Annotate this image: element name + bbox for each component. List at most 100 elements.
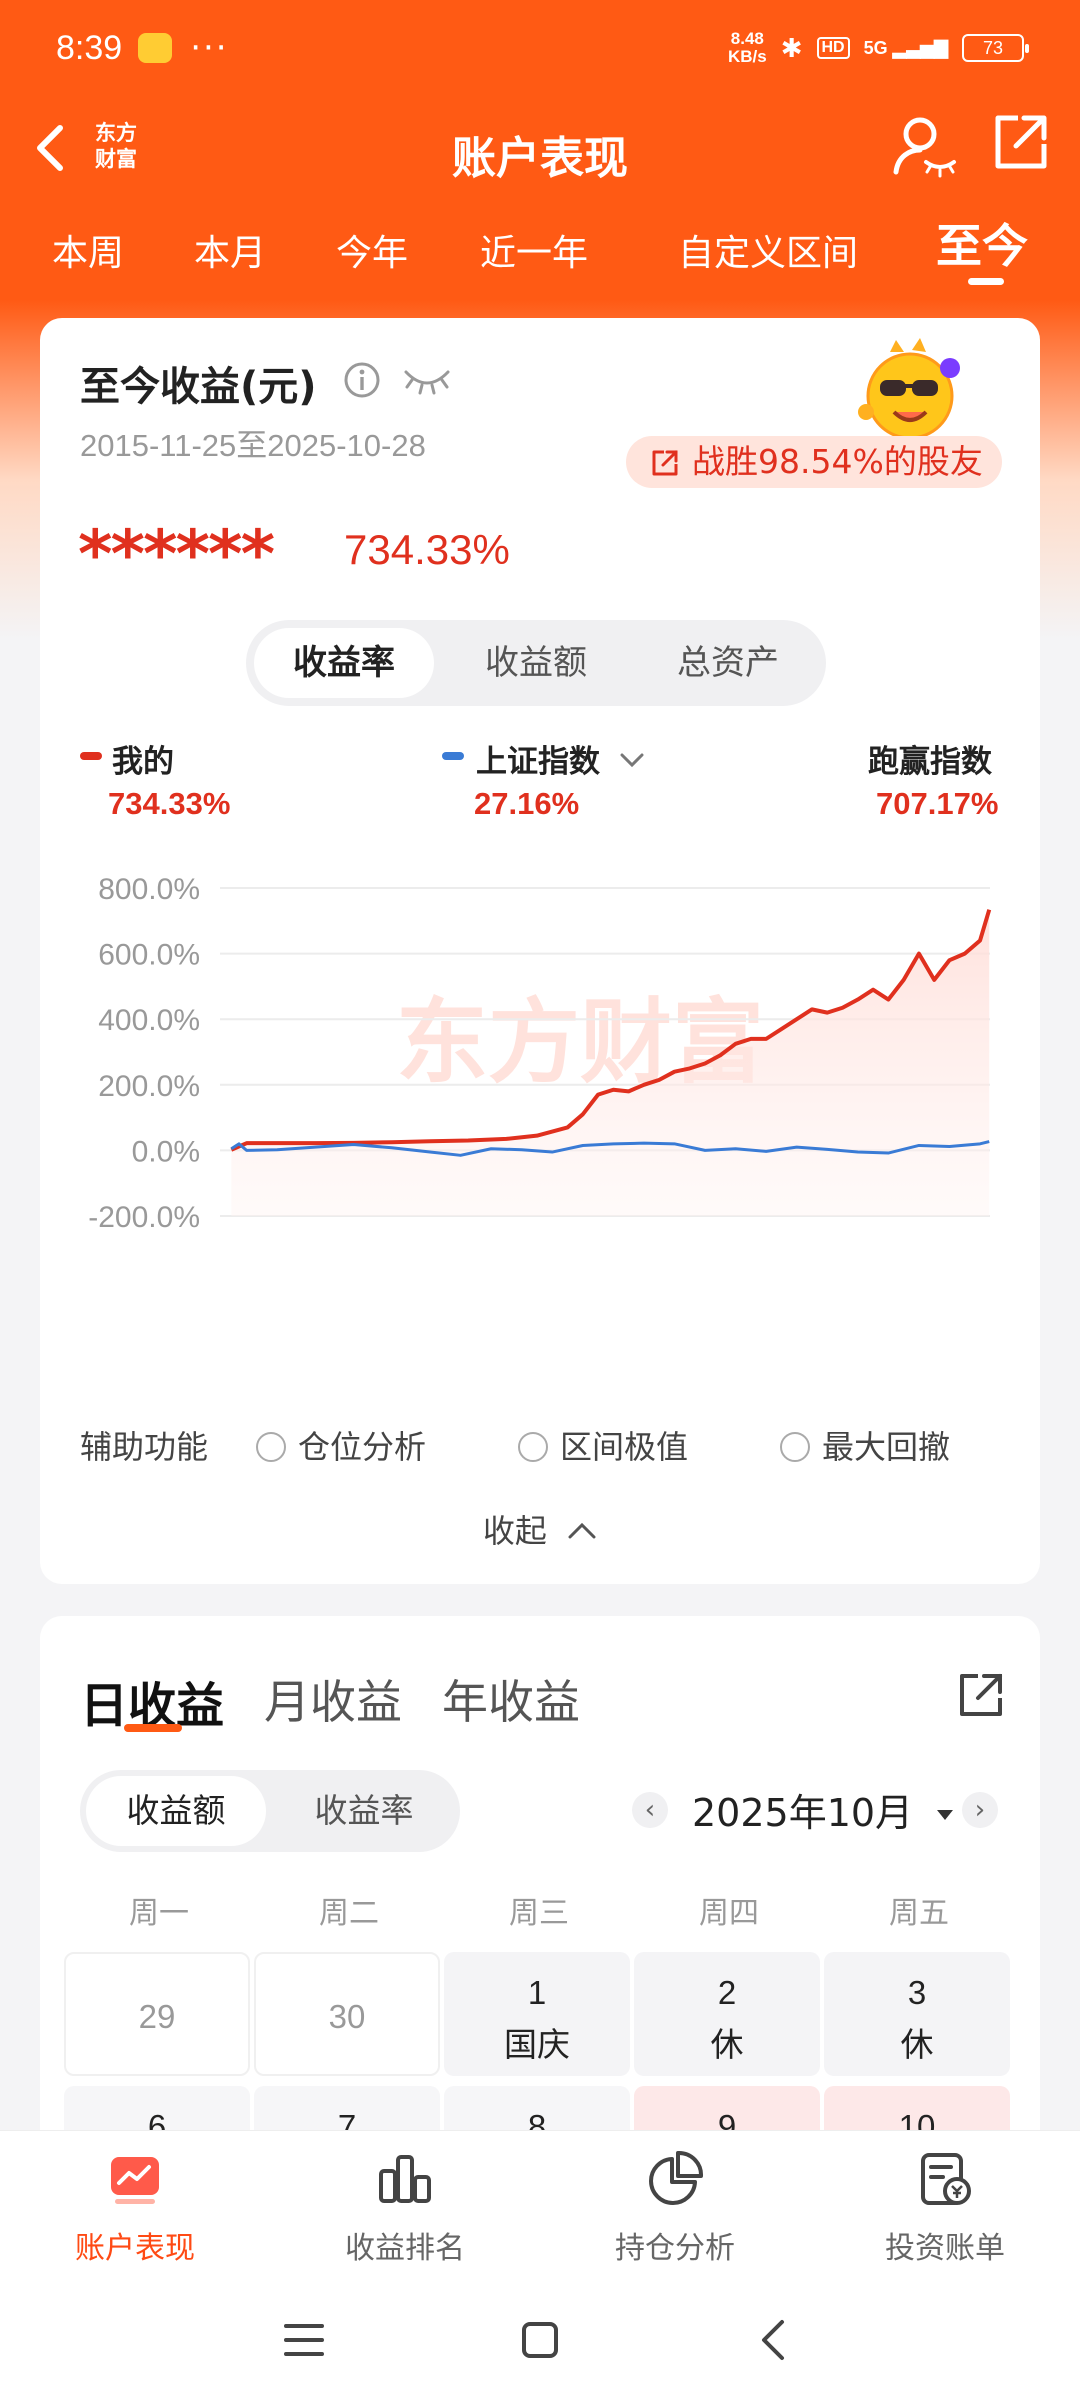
weekday-mon: 周一 xyxy=(129,1896,189,1931)
calendar-card: 日收益 月收益 年收益 收益额 收益率 ‹ 2025年10月 › 周一 周二 周… xyxy=(40,1616,1040,2210)
y-tick-label: 400.0% xyxy=(98,1004,200,1037)
series-line-index xyxy=(230,1140,990,1157)
y-tick-label: -200.0% xyxy=(88,1201,200,1234)
signal-icon: 5G ▂▃▅▇ xyxy=(863,37,948,58)
bill-icon xyxy=(921,2153,971,2205)
share-icon[interactable] xyxy=(956,1670,1006,1720)
legend-mine-label: 我的 xyxy=(112,744,174,780)
tab-this-week[interactable]: 本周 xyxy=(52,233,125,274)
metric-switch: 收益率 收益额 总资产 xyxy=(246,620,826,706)
legend-outperform-value: 707.17% xyxy=(876,786,999,821)
calendar-day[interactable]: 1 国庆 xyxy=(444,1952,630,2076)
chevron-up-icon xyxy=(568,1522,596,1539)
segment-return-amount[interactable]: 收益额 xyxy=(485,643,587,683)
weekday-thu: 周四 xyxy=(699,1896,759,1931)
nav-bar: 东方 财富 账户表现 xyxy=(0,100,1080,200)
hd-badge: HD xyxy=(816,37,850,59)
nav-account-performance[interactable]: 账户表现 xyxy=(0,2149,270,2267)
y-tick-label: 800.0% xyxy=(98,873,200,906)
info-icon[interactable] xyxy=(342,360,382,400)
legend-mine-value: 734.33% xyxy=(108,786,231,821)
return-percentage: 734.33% xyxy=(344,526,510,573)
next-month-button[interactable]: › xyxy=(962,1792,998,1828)
return-chart[interactable]: 东方财富800.0%600.0%400.0%200.0%0.0%-200.0%2… xyxy=(40,836,1040,1236)
back-button[interactable] xyxy=(30,120,80,180)
bar-chart-icon xyxy=(379,2155,431,2203)
aux-functions-label: 辅助功能 xyxy=(80,1428,209,1466)
calendar-day[interactable]: 29 xyxy=(64,1952,250,2076)
segment-total-assets[interactable]: 总资产 xyxy=(677,643,779,683)
status-time: 8:39 xyxy=(56,28,123,67)
legend-index-label[interactable]: 上证指数 xyxy=(476,736,645,781)
mine-area xyxy=(231,909,990,1216)
system-nav-bar xyxy=(0,2280,1080,2400)
legend-outperform-label: 跑赢指数 xyxy=(868,744,992,780)
tab-last-year[interactable]: 近一年 xyxy=(480,233,589,274)
caret-down-icon xyxy=(937,1810,954,1820)
home-icon[interactable] xyxy=(510,2310,570,2370)
legend-index-value: 27.16% xyxy=(474,786,580,821)
y-tick-label: 600.0% xyxy=(98,939,200,972)
aux-option-max-drawdown[interactable]: 最大回撤 xyxy=(780,1422,950,1468)
y-tick-label: 200.0% xyxy=(98,1070,200,1103)
month-selector[interactable]: 2025年10月 xyxy=(692,1782,955,1837)
nav-position-analysis[interactable]: 持仓分析 xyxy=(540,2149,810,2267)
chevron-left-icon xyxy=(37,125,63,171)
message-notification-icon xyxy=(138,33,173,63)
collapse-button[interactable]: 收起 xyxy=(40,1506,1040,1552)
x-tick-label: 2024-06 xyxy=(827,1234,937,1236)
share-icon[interactable] xyxy=(990,112,1050,172)
chevron-down-icon xyxy=(620,753,644,768)
mascot-illustration xyxy=(858,338,960,440)
more-notifications-icon: ··· xyxy=(190,28,229,68)
tab-this-month[interactable]: 本月 xyxy=(194,233,267,274)
calendar-metric-switch: 收益额 收益率 xyxy=(80,1770,460,1852)
weekday-fri: 周五 xyxy=(889,1896,949,1931)
pie-chart-icon xyxy=(649,2150,704,2205)
summary-card: 至今收益(元) 2015-11-25至2025-10-28 战胜98.54%的股… xyxy=(40,318,1040,1584)
segment-rate[interactable]: 收益率 xyxy=(314,1791,414,1830)
user-privacy-icon[interactable] xyxy=(890,110,960,180)
tab-monthly-returns[interactable]: 月收益 xyxy=(264,1675,402,1729)
battery-icon: 73 xyxy=(962,34,1029,62)
legend-index-swatch xyxy=(442,752,464,760)
menu-icon[interactable] xyxy=(274,2310,334,2370)
weekday-wed: 周三 xyxy=(509,1896,569,1931)
tab-this-year[interactable]: 今年 xyxy=(336,233,409,274)
tab-yearly-returns[interactable]: 年收益 xyxy=(442,1675,580,1729)
prev-month-button[interactable]: ‹ xyxy=(632,1792,668,1828)
legend-mine-swatch xyxy=(80,752,102,760)
segment-return-rate[interactable]: 收益率 xyxy=(254,628,434,698)
back-nav-icon[interactable] xyxy=(744,2310,804,2370)
radio-icon xyxy=(518,1432,548,1462)
beat-friends-badge[interactable]: 战胜98.54%的股友 xyxy=(626,436,1002,488)
bottom-nav: 账户表现 收益排名 持仓分析 投资账单 xyxy=(0,2130,1080,2280)
network-speed: 8.48 KB/s xyxy=(727,29,767,66)
segment-amount[interactable]: 收益额 xyxy=(86,1776,266,1846)
page-title: 账户表现 xyxy=(452,133,628,184)
share-icon xyxy=(652,450,678,476)
period-tabs: 本周 本月 今年 近一年 自定义区间 至今 xyxy=(0,210,1080,300)
tab-underline xyxy=(124,1724,182,1732)
aux-option-position[interactable]: 仓位分析 xyxy=(256,1422,426,1468)
chart-icon xyxy=(111,2157,159,2204)
y-tick-label: 0.0% xyxy=(132,1135,200,1168)
status-bar: 8:39 ··· 8.48 KB/s ✱ HD 5G ▂▃▅▇ 73 xyxy=(0,0,1080,96)
calendar-day[interactable]: 30 xyxy=(254,1952,440,2076)
app-logo: 东方 财富 xyxy=(95,121,137,171)
series-line-mine xyxy=(230,909,992,1152)
x-tick-label: 2022-04 xyxy=(661,1234,771,1236)
tab-custom-range[interactable]: 自定义区间 xyxy=(678,233,859,274)
nav-return-ranking[interactable]: 收益排名 xyxy=(270,2149,540,2267)
x-tick-label: 2017-12 xyxy=(331,1234,441,1236)
nav-investment-bill[interactable]: 投资账单 xyxy=(810,2149,1080,2267)
masked-profit-amount: ****** xyxy=(78,516,275,593)
summary-title: 至今收益(元) xyxy=(80,364,317,410)
x-tick-label: 2020-02 xyxy=(496,1234,606,1236)
tab-to-date[interactable]: 至今 xyxy=(936,219,1028,273)
eye-closed-icon[interactable] xyxy=(402,362,452,398)
aux-option-range-extreme[interactable]: 区间极值 xyxy=(518,1422,688,1468)
radio-icon xyxy=(780,1432,810,1462)
